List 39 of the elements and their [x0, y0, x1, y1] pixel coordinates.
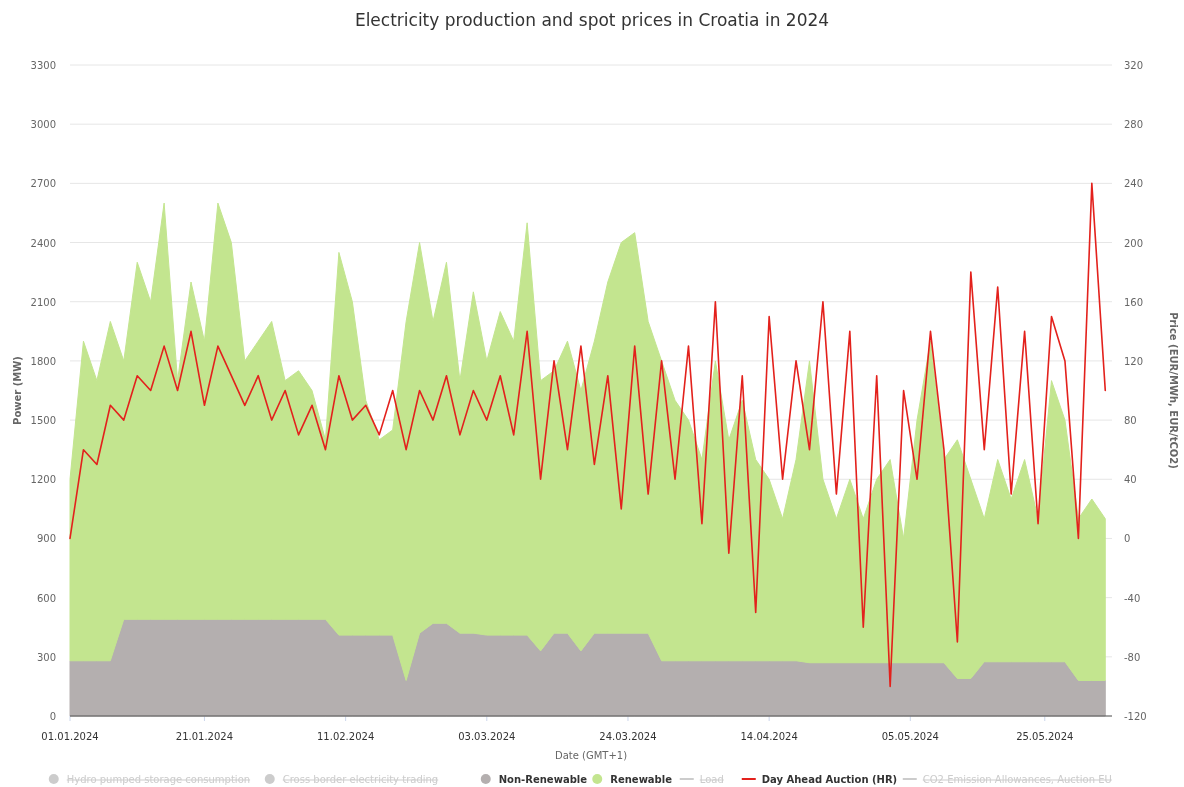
legend-label: Day Ahead Auction (HR) [761, 774, 898, 785]
y-tick-label: 0 [49, 711, 56, 722]
y2-tick-label: 80 [1124, 415, 1137, 427]
x-tick-label: 03.03.2024 [458, 731, 516, 742]
y-tick-label: 1500 [30, 415, 56, 427]
y2-tick-label: 120 [1124, 355, 1144, 367]
x-tick-label: 24.03.2024 [599, 731, 657, 742]
x-axis-title: Date (GMT+1) [554, 750, 628, 761]
y2-tick-label: 280 [1124, 119, 1144, 131]
y2-tick-label: -40 [1124, 592, 1141, 604]
y-tick-label: 900 [36, 533, 56, 545]
x-tick-label: 01.01.2024 [41, 731, 99, 742]
y2-tick-label: 160 [1124, 296, 1144, 308]
x-tick-label: 05.05.2024 [881, 731, 939, 742]
y2-axis-title: Price (EUR/MWh, EUR/tCO2) [1168, 312, 1179, 469]
y2-tick-label: -80 [1124, 651, 1141, 663]
legend-label: Renewable [610, 774, 673, 785]
y-tick-label: 300 [36, 651, 56, 663]
x-tick-label: 14.04.2024 [740, 731, 798, 742]
y2-tick-label: 200 [1124, 237, 1144, 249]
y2-tick-label: -120 [1124, 711, 1147, 722]
y-tick-label: 2700 [30, 178, 56, 190]
y2-tick-label: 0 [1124, 533, 1131, 545]
y-tick-label: 1800 [30, 355, 56, 367]
y-tick-label: 3000 [30, 119, 56, 131]
x-tick-label: 25.05.2024 [1016, 731, 1074, 742]
x-tick-label: 21.01.2024 [175, 731, 234, 742]
y-axis-title: Power (MW) [12, 356, 23, 425]
legend-label: Non-Renewable [498, 774, 588, 785]
y-tick-label: 1200 [30, 474, 56, 486]
y2-tick-label: 40 [1124, 474, 1137, 486]
chart-title: Electricity production and spot prices in Croatia in 2024 [354, 10, 830, 30]
y-tick-label: 2400 [30, 237, 56, 249]
y-tick-label: 2100 [30, 296, 56, 308]
y2-tick-label: 240 [1124, 178, 1144, 190]
y2-tick-label: 320 [1124, 60, 1144, 71]
y-tick-label: 3300 [30, 60, 56, 71]
y-tick-label: 600 [36, 592, 56, 604]
x-tick-label: 11.02.2024 [316, 731, 375, 742]
